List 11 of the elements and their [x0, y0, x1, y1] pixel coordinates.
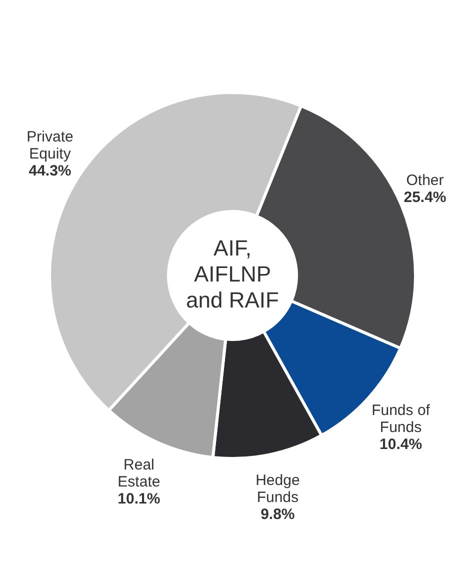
data-label: 10.4% — [379, 436, 422, 454]
data-label: 25.4% — [404, 189, 446, 206]
data-label: 44.3% — [28, 162, 72, 180]
text: AIF, AIFLNP and RAIF — [186, 236, 279, 313]
data-label: 9.8% — [260, 506, 295, 524]
slice-label: Real Estate — [118, 456, 160, 490]
slice-label: Other — [406, 172, 444, 190]
slice-label: Funds of Funds — [372, 402, 431, 436]
slice-label: Hedge Funds — [256, 472, 300, 506]
slice-label: Private Equity — [26, 128, 74, 162]
data-label: 10.1% — [118, 490, 160, 508]
